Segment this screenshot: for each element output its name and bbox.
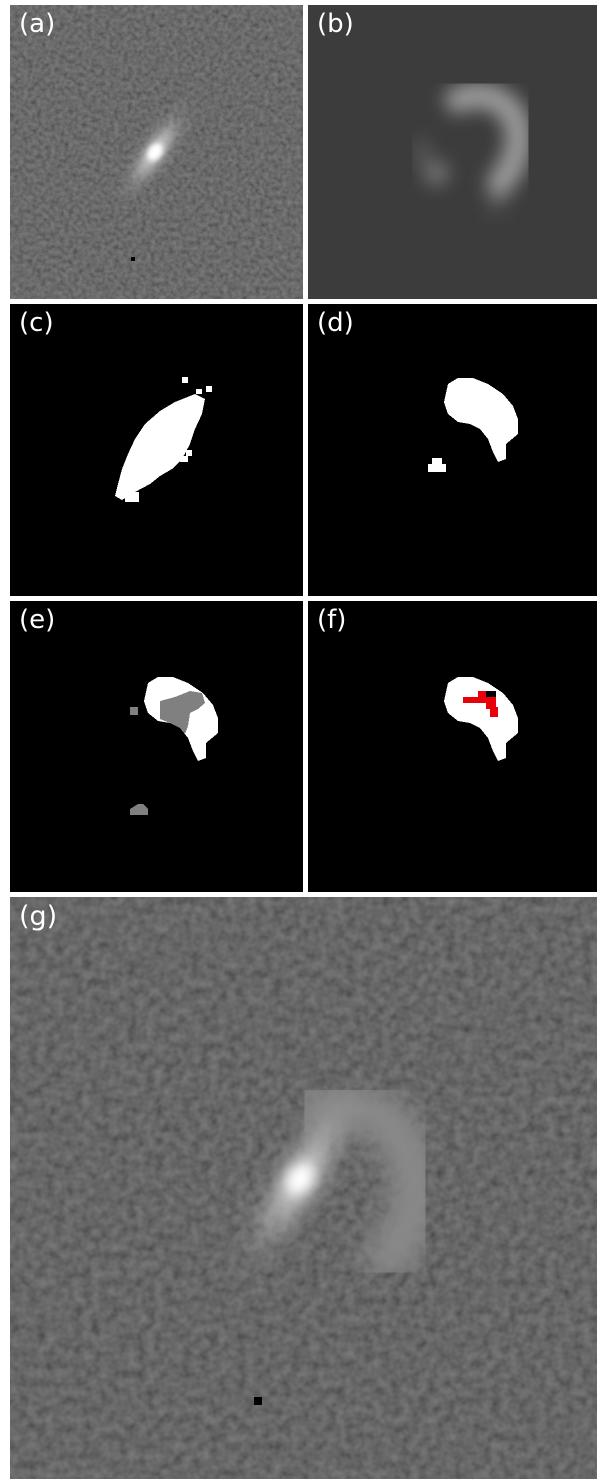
- panel-g-label: (g): [19, 901, 58, 932]
- panel-b-residual-model: (b): [308, 5, 597, 299]
- galaxy-mask-image: [10, 304, 303, 596]
- arc-mask-image: [308, 304, 597, 596]
- panel-d-arc-mask: (d): [308, 304, 597, 596]
- overlap-mask-image: [10, 601, 303, 892]
- panel-f-label: (f): [317, 605, 347, 635]
- panel-g-galaxy-image-large: (g): [10, 897, 597, 1479]
- panel-b-label: (b): [317, 9, 354, 39]
- panel-d-label: (d): [317, 308, 354, 338]
- galaxy-image-large: [10, 897, 597, 1479]
- galaxy-image: [10, 5, 303, 299]
- panel-c-galaxy-mask: (c): [10, 304, 303, 596]
- panel-f-skeleton-mask: (f): [308, 601, 597, 892]
- arc-model-image: [308, 5, 597, 299]
- panel-a-galaxy-image: (a): [10, 5, 303, 299]
- skeleton-mask-image: [308, 601, 597, 892]
- panel-c-label: (c): [19, 308, 54, 338]
- panel-e-label: (e): [19, 605, 56, 635]
- panel-a-label: (a): [19, 9, 56, 39]
- panel-e-overlap-mask: (e): [10, 601, 303, 892]
